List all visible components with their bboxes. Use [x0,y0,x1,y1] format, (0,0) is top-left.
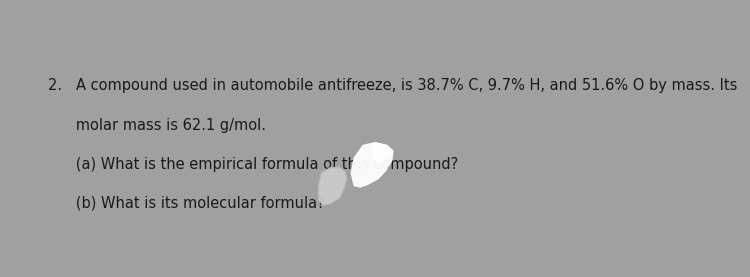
Polygon shape [372,144,390,162]
Polygon shape [319,168,346,205]
Text: (b) What is its molecular formula?: (b) What is its molecular formula? [48,195,325,210]
Polygon shape [351,143,393,187]
Text: molar mass is 62.1 g/mol.: molar mass is 62.1 g/mol. [48,118,266,133]
Text: 2.   A compound used in automobile antifreeze, is 38.7% C, 9.7% H, and 51.6% O b: 2. A compound used in automobile antifre… [48,78,737,93]
Text: (a) What is the empirical formula of this compound?: (a) What is the empirical formula of thi… [48,157,458,171]
